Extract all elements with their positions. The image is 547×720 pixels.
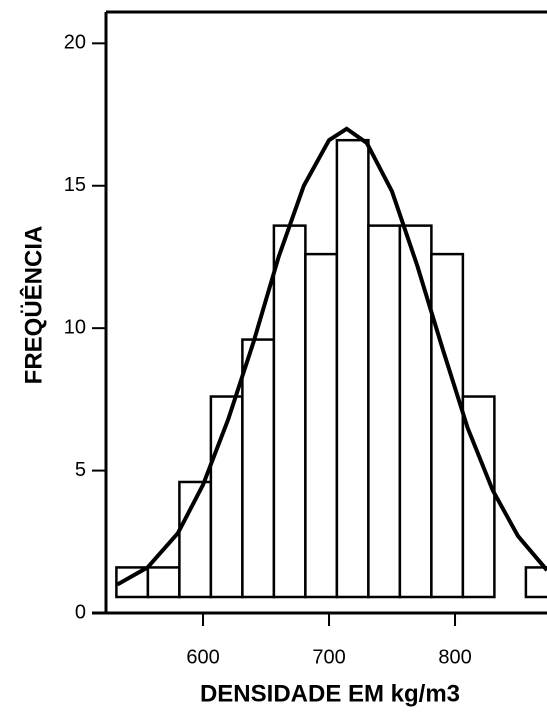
bar	[398, 224, 433, 599]
bar	[304, 252, 339, 599]
bar	[241, 338, 276, 599]
bar	[209, 395, 244, 599]
bar	[367, 224, 402, 599]
y-tick-label: 10	[64, 316, 86, 338]
y-tick-label: 20	[64, 32, 86, 54]
y-tick-label: 15	[64, 174, 86, 196]
y-axis-title: FREQÜÊNCIA	[19, 226, 47, 385]
y-tick-label: 0	[75, 601, 86, 623]
x-tick-label: 800	[438, 646, 471, 668]
bar	[335, 138, 370, 599]
bar	[146, 566, 181, 599]
x-tick-label: 700	[312, 646, 345, 668]
x-tick-label: 600	[186, 646, 219, 668]
bar	[272, 224, 307, 599]
x-axis-title: DENSIDADE EM kg/m3	[200, 680, 460, 707]
plot-area	[115, 126, 547, 599]
bar	[524, 566, 547, 599]
y-tick-label: 5	[75, 459, 86, 481]
bar	[430, 252, 465, 599]
fit-curve	[116, 126, 547, 587]
